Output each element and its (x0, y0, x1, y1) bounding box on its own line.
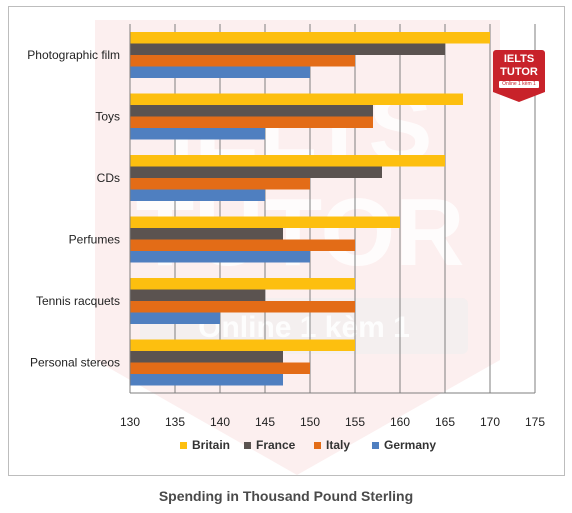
bar-italy-0 (130, 55, 355, 67)
bar-germany-5 (130, 374, 283, 386)
x-tick-label: 135 (165, 415, 185, 429)
bar-germany-0 (130, 66, 310, 78)
x-tick-label: 170 (480, 415, 500, 429)
bar-france-3 (130, 228, 283, 240)
bar-germany-4 (130, 312, 220, 324)
x-tick-label: 145 (255, 415, 275, 429)
y-category-label: Photographic film (27, 48, 120, 62)
legend-label: Britain (192, 438, 230, 452)
legend: Britain France Italy Germany (180, 438, 436, 452)
logo-text-tutor: TUTOR (500, 66, 538, 78)
axis-layer: 130 135 140 145 150 155 160 165 170 175 Photograph… (27, 24, 545, 429)
logo-text-ielts: IELTS (503, 53, 535, 65)
bar-italy-1 (130, 116, 373, 128)
bar-britain-1 (130, 93, 463, 105)
chart-svg: IELTS TUTOR Online 1 kèm 1 1301351401451… (27, 20, 545, 475)
y-category-label: Perfumes (69, 233, 120, 247)
legend-swatch (372, 442, 379, 449)
legend-swatch (180, 442, 187, 449)
bar-britain-2 (130, 155, 445, 167)
y-category-label: CDs (97, 171, 120, 185)
x-tick-label: 130 (120, 415, 140, 429)
watermark-text-3: Online 1 kèm 1 (198, 311, 410, 344)
logo-shield-tip (493, 92, 545, 102)
x-tick-label: 155 (345, 415, 365, 429)
bar-britain-3 (130, 216, 400, 228)
bar-france-2 (130, 166, 382, 178)
y-category-label: Personal stereos (30, 356, 120, 370)
logo-text-online: Online 1 kèm 1 (499, 81, 539, 88)
legend-label: Germany (384, 438, 436, 452)
legend-label: Italy (326, 438, 350, 452)
bar-germany-3 (130, 251, 310, 263)
ielts-tutor-logo: IELTS TUTOR Online 1 kèm 1 (493, 50, 545, 102)
legend-swatch (314, 442, 321, 449)
bar-france-0 (130, 43, 445, 55)
legend-swatch (244, 442, 251, 449)
bar-germany-1 (130, 128, 265, 140)
bar-france-1 (130, 105, 373, 117)
bar-britain-5 (130, 339, 355, 351)
bar-britain-4 (130, 278, 355, 290)
bar-france-4 (130, 289, 265, 301)
y-category-label: Tennis racquets (36, 294, 120, 308)
x-tick-label: 150 (300, 415, 320, 429)
bar-germany-2 (130, 189, 265, 201)
bar-britain-0 (130, 32, 490, 44)
chart-title: Spending in Thousand Pound Sterling (158, 488, 414, 504)
x-tick-label: 140 (210, 415, 230, 429)
bar-italy-3 (130, 239, 355, 251)
x-tick-label: 160 (390, 415, 410, 429)
bars-layer (130, 32, 490, 386)
bar-italy-5 (130, 362, 310, 374)
bar-italy-4 (130, 301, 355, 313)
y-category-label: Toys (95, 110, 120, 124)
x-tick-label: 165 (435, 415, 455, 429)
x-tick-label: 175 (525, 415, 545, 429)
bar-italy-2 (130, 178, 310, 190)
legend-label: France (256, 438, 296, 452)
bar-france-5 (130, 351, 283, 363)
